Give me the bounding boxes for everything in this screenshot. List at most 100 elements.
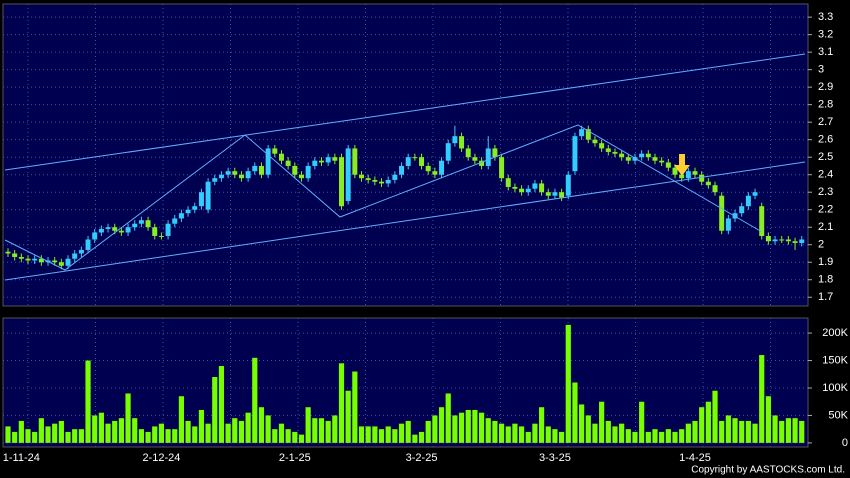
volume-bar xyxy=(378,429,385,443)
volume-bar xyxy=(799,420,805,443)
candle-body xyxy=(719,195,725,231)
candle-body xyxy=(152,227,158,236)
volume-bar xyxy=(72,429,78,443)
volume-bar xyxy=(5,426,11,443)
candle-body xyxy=(532,183,538,189)
volume-bar xyxy=(198,409,205,443)
y-tick-label: 2.8 xyxy=(818,99,833,111)
volume-bar xyxy=(438,407,445,443)
volume-bar xyxy=(619,423,625,443)
volume-bar xyxy=(712,390,718,443)
y-tick-label: 2.9 xyxy=(818,81,833,93)
candle-body xyxy=(685,171,691,179)
volume-bar xyxy=(158,423,165,443)
candle-body xyxy=(472,157,478,161)
volume-bar xyxy=(338,363,345,443)
volume-bar xyxy=(25,429,31,443)
volume-bar xyxy=(772,415,778,443)
volume-bar xyxy=(565,324,571,443)
volume-bar xyxy=(452,415,458,443)
volume-bar xyxy=(172,429,178,443)
price-panel xyxy=(2,3,809,307)
volume-tick-label: 100K xyxy=(822,382,848,394)
candle-body xyxy=(659,160,665,163)
candle-body xyxy=(232,171,238,175)
volume-bar xyxy=(332,415,338,443)
volume-bar xyxy=(392,429,398,443)
volume-bar xyxy=(238,420,245,443)
y-tick-label: 3.1 xyxy=(818,46,833,58)
candle-body xyxy=(365,178,371,180)
volume-bar xyxy=(719,420,725,443)
candle-body xyxy=(32,258,38,261)
candle-body xyxy=(625,157,631,161)
candle-body xyxy=(552,192,558,196)
candle-body xyxy=(385,179,391,184)
channel-lower xyxy=(4,161,806,281)
volume-bar xyxy=(665,429,671,443)
candle-body xyxy=(138,220,144,224)
volume-bar xyxy=(672,431,678,443)
volume-bar xyxy=(692,420,698,443)
candle-body xyxy=(352,148,358,175)
candle-body xyxy=(132,223,138,228)
candle-body xyxy=(372,179,378,182)
candle-body xyxy=(278,153,284,161)
candle-body xyxy=(785,239,791,242)
volume-bar xyxy=(659,431,665,443)
candle-body xyxy=(799,239,805,243)
candle-body xyxy=(359,174,365,179)
volume-bar xyxy=(792,418,798,443)
volume-bar xyxy=(192,426,198,443)
volume-bar xyxy=(725,415,731,443)
candle-body xyxy=(772,239,778,242)
volume-bar xyxy=(185,420,191,443)
volume-bar xyxy=(92,415,98,443)
volume-bar xyxy=(45,426,51,443)
volume-tick-label: 150K xyxy=(822,354,848,366)
volume-bar xyxy=(65,431,71,443)
volume-tick-label: 200K xyxy=(822,327,848,339)
candle-body xyxy=(112,227,118,231)
volume-bar xyxy=(312,418,318,443)
candle-body xyxy=(599,143,605,149)
candle-body xyxy=(52,260,58,263)
candle-body xyxy=(559,192,565,198)
volume-bar xyxy=(612,426,618,443)
candle-body xyxy=(725,218,731,231)
volume-bar xyxy=(559,431,565,443)
volume-bar xyxy=(118,418,124,443)
candle-body xyxy=(705,181,711,186)
volume-bar xyxy=(645,431,651,443)
y-tick-label: 1.9 xyxy=(818,256,833,268)
candle-body xyxy=(712,185,718,193)
candle-body xyxy=(592,139,598,144)
candle-body xyxy=(639,153,645,158)
candle-body xyxy=(519,188,525,193)
y-tick-label: 1.7 xyxy=(818,291,833,303)
candle-body xyxy=(198,192,204,207)
candle-body xyxy=(172,218,178,224)
volume-bar xyxy=(258,407,265,443)
candle-body xyxy=(739,206,745,214)
volume-bar xyxy=(278,423,285,443)
volume-bar xyxy=(412,434,418,443)
volume-bar xyxy=(492,420,498,443)
x-tick-label: 2-1-25 xyxy=(279,452,311,464)
volume-bar xyxy=(585,415,591,443)
volume-bar xyxy=(52,423,58,443)
volume-tick-label: 50K xyxy=(828,409,848,421)
y-tick-label: 2.6 xyxy=(818,134,833,146)
volume-bar xyxy=(572,382,578,443)
volume-bar xyxy=(445,393,451,443)
candle-body xyxy=(445,143,451,161)
volume-bar xyxy=(785,418,791,443)
candle-body xyxy=(465,148,471,158)
volume-bar xyxy=(592,423,598,443)
volume-bar xyxy=(352,371,358,443)
volume-bar xyxy=(325,420,331,443)
candle-body xyxy=(258,165,264,175)
candle-body xyxy=(672,167,678,175)
volume-bar xyxy=(32,431,38,443)
